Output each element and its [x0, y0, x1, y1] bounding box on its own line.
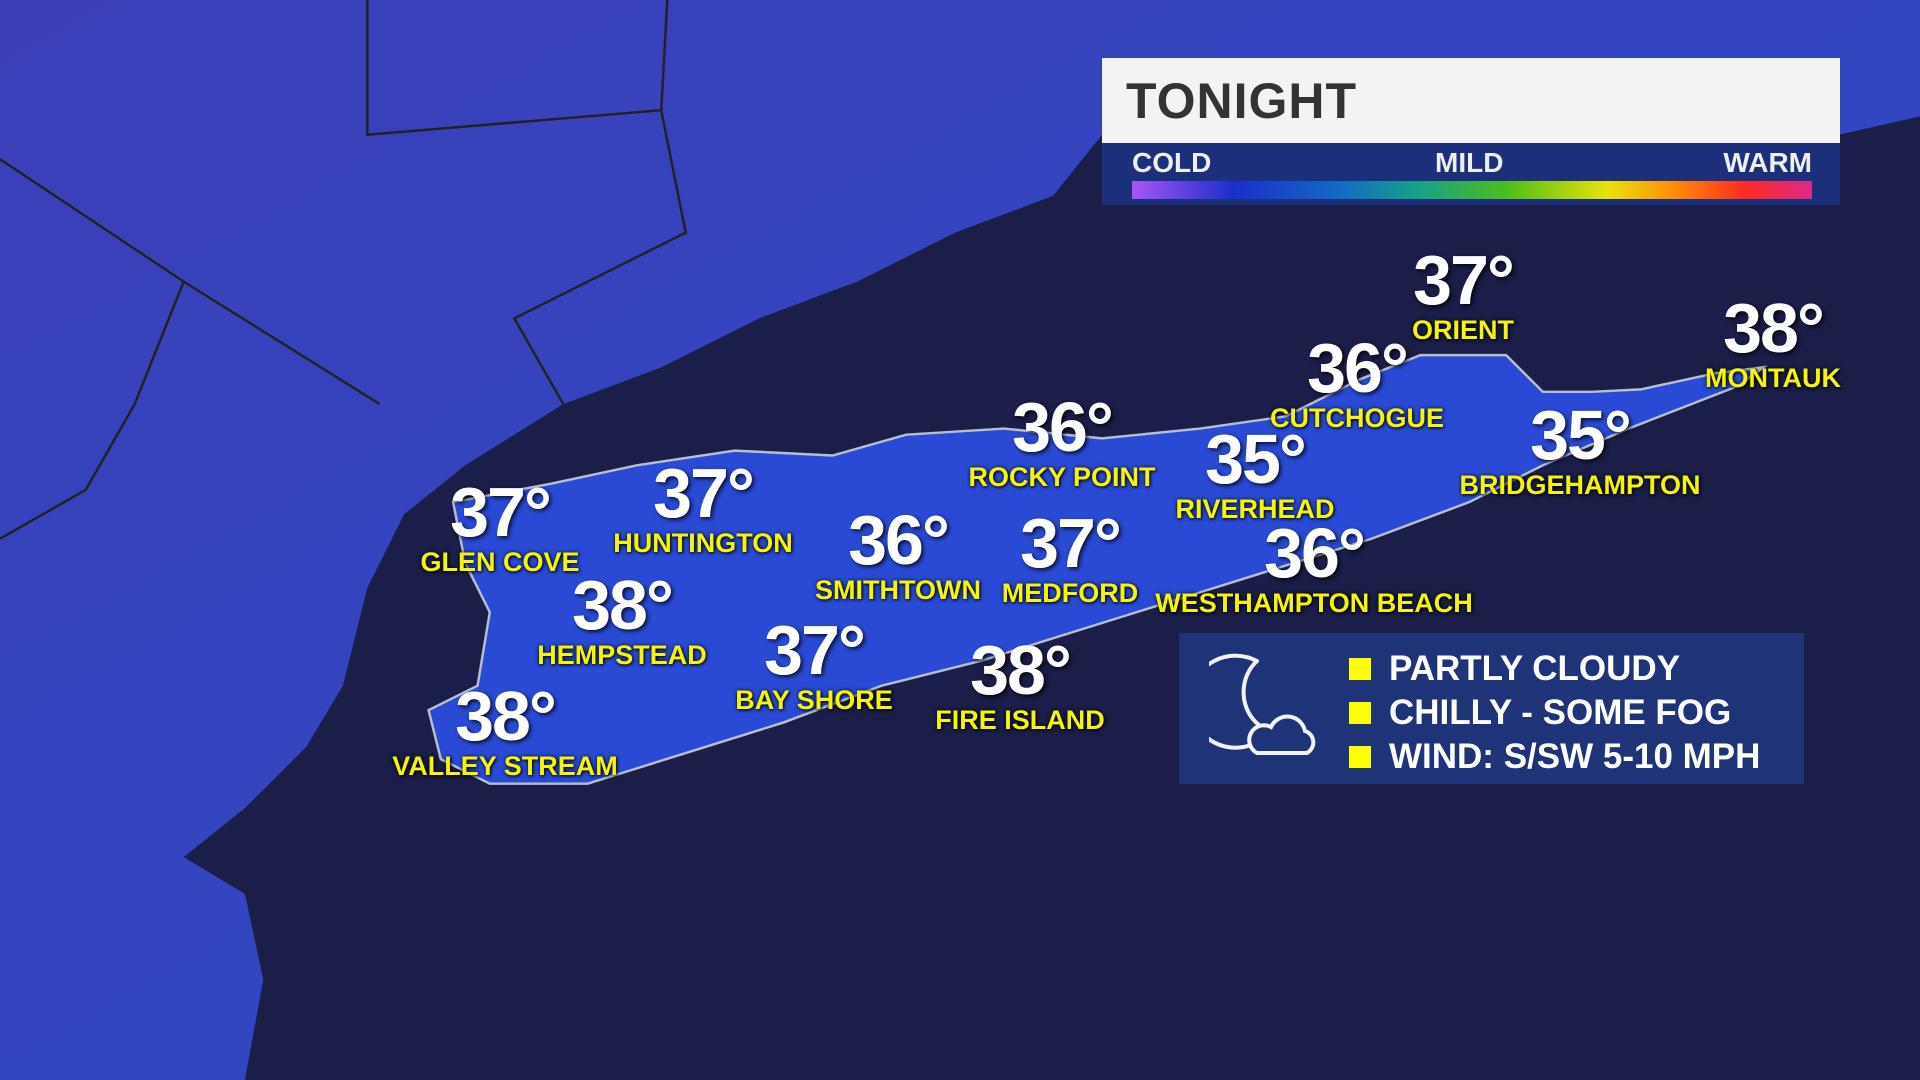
city-name: WESTHAMPTON BEACH	[1155, 588, 1473, 618]
city-temperature: 37°	[653, 454, 755, 532]
city-temperature: 37°	[764, 611, 866, 689]
city-temperature: 38°	[455, 677, 557, 755]
condition-item: WIND: S/SW 5-10 MPH	[1349, 735, 1760, 779]
city-temperature: 37°	[1413, 241, 1515, 319]
city-temperature: 38°	[572, 566, 674, 644]
color-scale-bar	[1132, 181, 1812, 199]
city-name: ROCKY POINT	[968, 462, 1156, 492]
city-label: 37° ORIENT	[1411, 241, 1515, 345]
city-name: SMITHTOWN	[815, 575, 981, 605]
scale-label-warm: WARM	[1723, 147, 1812, 178]
city-name: HUNTINGTON	[613, 528, 793, 558]
city-label: 37° MEDFORD	[1002, 508, 1139, 608]
condition-text: PARTLY CLOUDY	[1389, 649, 1681, 688]
city-temperature: 35°	[1205, 420, 1307, 498]
city-name: MONTAUK	[1705, 363, 1841, 393]
condition-text: WIND: S/SW 5-10 MPH	[1389, 737, 1761, 776]
city-label: 35° BRIDGEHAMPTON	[1459, 400, 1700, 500]
city-temperature: 37°	[1020, 504, 1122, 582]
city-label: 37° HUNTINGTON	[613, 458, 793, 558]
city-label: 36° ROCKY POINT	[968, 392, 1155, 492]
city-name: CUTCHOGUE	[1270, 403, 1444, 433]
scale-label-cold: COLD	[1132, 147, 1212, 178]
condition-text: CHILLY - SOME FOG	[1389, 693, 1732, 732]
city-label: 38° FIRE ISLAND	[935, 635, 1105, 735]
city-temperature: 36°	[848, 501, 950, 579]
city-label: 36° SMITHTOWN	[815, 505, 981, 605]
condition-item: PARTLY CLOUDY	[1349, 647, 1760, 691]
long-island	[427, 353, 1768, 785]
city-label: 35° RIVERHEAD	[1175, 424, 1334, 524]
city-temperature: 36°	[1012, 388, 1114, 466]
city-name: HEMPSTEAD	[537, 640, 707, 670]
city-name: BRIDGEHAMPTON	[1459, 470, 1701, 500]
city-temperature: 35°	[1530, 396, 1632, 474]
city-name: MEDFORD	[1001, 578, 1139, 608]
condition-item: CHILLY - SOME FOG	[1349, 691, 1760, 735]
city-temperature: 37°	[450, 473, 552, 551]
city-name: BAY SHORE	[735, 685, 893, 715]
title-banner: TONIGHT	[1102, 58, 1840, 143]
city-label: 36° WESTHAMPTON BEACH	[1155, 518, 1473, 618]
city-name: VALLEY STREAM	[392, 751, 618, 781]
city-label: 37° GLEN COVE	[420, 477, 579, 577]
bullet-icon	[1349, 746, 1371, 768]
city-name: RIVERHEAD	[1175, 494, 1335, 524]
conditions-panel: PARTLY CLOUDY CHILLY - SOME FOG WIND: S/…	[1179, 633, 1804, 784]
city-temperature: 36°	[1264, 514, 1366, 592]
moon-cloud-icon	[1209, 653, 1316, 755]
city-name: FIRE ISLAND	[935, 705, 1105, 735]
city-temperature: 38°	[970, 631, 1072, 709]
city-name: ORIENT	[1411, 315, 1515, 345]
city-label: 38° HEMPSTEAD	[537, 570, 707, 670]
city-label: 37° BAY SHORE	[735, 615, 893, 715]
city-temperature: 38°	[1723, 289, 1825, 367]
city-label: 36° CUTCHOGUE	[1270, 333, 1444, 433]
temperature-scale: COLD MILD WARM	[1102, 143, 1840, 205]
bullet-icon	[1349, 658, 1371, 680]
title-text: TONIGHT	[1126, 73, 1358, 129]
scale-label-mild: MILD	[1435, 147, 1504, 178]
city-label: 38° VALLEY STREAM	[392, 681, 618, 781]
state-borders	[0, 0, 688, 540]
bullet-icon	[1349, 702, 1371, 724]
city-label: 38° MONTAUK	[1705, 293, 1841, 393]
city-name: GLEN COVE	[420, 547, 580, 577]
city-temperature: 36°	[1307, 329, 1409, 407]
